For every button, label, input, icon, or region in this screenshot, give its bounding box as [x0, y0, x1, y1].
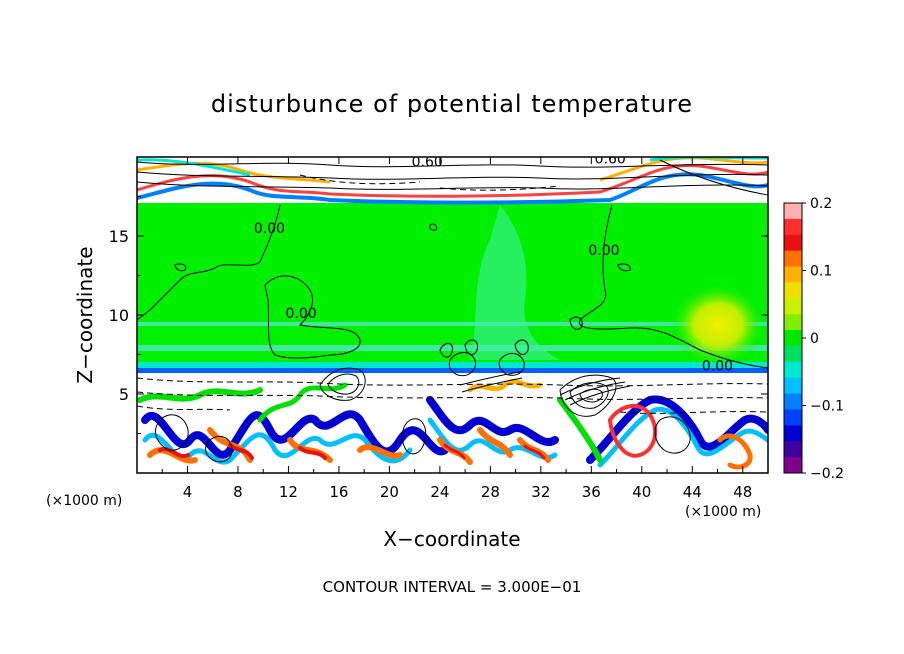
colorbar-tick-label: 0.2	[810, 196, 832, 212]
colorbar-swatch	[784, 441, 802, 458]
upper-layer-bands-2	[137, 163, 768, 198]
x-tick-label: 44	[683, 483, 702, 501]
colorbar-ticks: 0.2 0.1 0 −0.1 −0.2	[802, 196, 844, 482]
contour-lower-rolls	[154, 414, 691, 463]
contour-cluster-3	[448, 352, 525, 377]
cyan-column	[470, 205, 560, 360]
x-tick-label: 40	[632, 483, 651, 501]
blue-layer	[137, 368, 768, 373]
contour-interval-note: CONTOUR INTERVAL = 3.000E−01	[323, 578, 582, 596]
x-tick-label: 12	[279, 483, 298, 501]
colorbar-swatch	[784, 282, 802, 299]
contour-label: 0.60	[595, 151, 626, 167]
contour-dash-low-3	[137, 405, 768, 414]
contour-small-1	[174, 223, 631, 272]
colorbar-swatch	[784, 250, 802, 268]
contour-diag-2	[459, 371, 523, 393]
contour-dash-low-1	[137, 377, 768, 387]
y-axis: 5 10 15	[109, 196, 768, 434]
y-tick-label: 10	[109, 306, 129, 325]
x-unit-right: (×1000 m)	[685, 504, 761, 520]
colorbar-swatch	[784, 314, 802, 331]
contour-label: 0.60	[412, 154, 443, 170]
contour-top-3	[137, 181, 768, 190]
colorbar-swatch	[784, 425, 802, 442]
plot-area: 0.60 0.60 0.00 0.00 0.00 0.00	[137, 151, 768, 473]
colorbar-swatch	[784, 409, 802, 426]
contour-top-2	[137, 171, 768, 180]
x-tick-label: 16	[329, 483, 348, 501]
colorbar-swatch	[784, 377, 802, 395]
colorbar-swatch	[784, 234, 802, 252]
contour-top-4	[659, 159, 768, 196]
x-tick-label: 24	[430, 483, 449, 501]
x-tick-label: 8	[233, 483, 243, 501]
contour-lines	[137, 159, 768, 463]
y-tick-label: 5	[119, 385, 129, 404]
x-axis-label: X−coordinate	[383, 527, 520, 551]
contour-dash-top	[299, 174, 561, 191]
contour-label: 0.00	[588, 243, 619, 259]
colorbar	[784, 203, 802, 474]
contour-dash-low-2	[137, 391, 768, 400]
y-axis-label: Z−coordinate	[73, 246, 97, 383]
colorbar-swatch	[784, 457, 802, 474]
colorbar-tick-label: 0.1	[810, 264, 832, 280]
cyan-layer-3	[137, 362, 768, 368]
contour-label: 0.00	[285, 306, 316, 322]
contour-zero-right	[578, 204, 768, 369]
colorbar-swatch	[784, 203, 802, 220]
colorbar-swatch	[784, 330, 802, 347]
colorbar-swatch	[784, 361, 802, 379]
colorbar-swatch	[784, 218, 802, 236]
x-tick-label: 20	[380, 483, 399, 501]
contour-label: 0.00	[702, 358, 733, 374]
warm-anomaly	[670, 283, 766, 367]
x-unit-left: (×1000 m)	[46, 493, 122, 509]
colorbar-swatch	[784, 266, 802, 283]
colorbar-swatch	[784, 298, 802, 315]
colorbar-tick-label: −0.1	[810, 399, 844, 415]
y-tick-label: 15	[109, 227, 129, 246]
colorbar-swatch	[784, 345, 802, 363]
contour-cluster-1	[319, 367, 366, 401]
x-tick-label: 48	[733, 483, 752, 501]
x-tick-label: 4	[183, 483, 193, 501]
colorbar-tick-label: −0.2	[810, 466, 844, 482]
contour-label: 0.00	[254, 221, 285, 237]
x-tick-label: 28	[481, 483, 500, 501]
cyan-layer-1	[137, 322, 768, 326]
chart-title: disturbunce of potential temperature	[211, 90, 693, 118]
contour-zero-left	[137, 204, 281, 321]
contour-zero-mid	[264, 275, 361, 359]
x-tick-label: 32	[531, 483, 550, 501]
contour-labels: 0.60 0.60 0.00 0.00 0.00 0.00	[254, 151, 733, 374]
contour-diag-1	[559, 377, 631, 406]
x-tick-label: 36	[582, 483, 601, 501]
colorbar-swatch	[784, 393, 802, 410]
x-axis: 4 8 12 16 20 24 28 32 36 40 44 48	[161, 157, 752, 501]
colorbar-tick-label: 0	[810, 331, 819, 347]
contour-loops-mid	[439, 316, 583, 358]
